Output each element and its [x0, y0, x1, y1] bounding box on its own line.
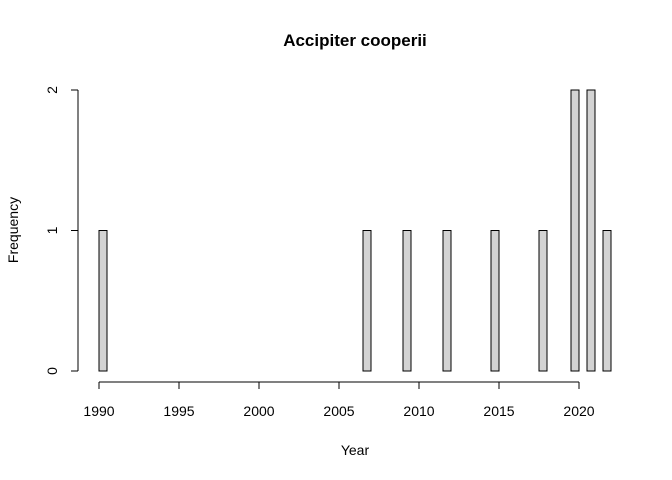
- y-tick-label: 1: [44, 226, 60, 234]
- y-axis-label: Frequency: [5, 197, 21, 263]
- histogram-bar: [362, 230, 372, 372]
- histogram-bar: [402, 230, 412, 372]
- histogram-bar: [602, 230, 612, 372]
- bars-group: [98, 89, 612, 372]
- chart-title: Accipiter cooperii: [283, 31, 427, 50]
- y-tick-label: 2: [44, 86, 60, 94]
- x-axis: 1990 1995 2000 2005 2010 2015 2020: [83, 381, 595, 419]
- x-tick-label: 2000: [243, 403, 274, 419]
- x-tick-label: 2005: [323, 403, 354, 419]
- histogram-bar: [98, 230, 108, 372]
- histogram-bar: [586, 89, 596, 372]
- histogram-bar: [570, 89, 580, 372]
- x-tick-label: 2015: [483, 403, 514, 419]
- x-tick-label: 2010: [403, 403, 434, 419]
- x-tick-label: 1995: [163, 403, 194, 419]
- histogram-bar: [442, 230, 452, 372]
- x-axis-label: Year: [341, 442, 370, 458]
- y-tick-label: 0: [44, 367, 60, 375]
- y-axis: 0 1 2: [44, 86, 79, 375]
- x-tick-label: 2020: [563, 403, 594, 419]
- histogram-bar: [538, 230, 548, 372]
- histogram-bar: [490, 230, 500, 372]
- x-tick-label: 1990: [83, 403, 114, 419]
